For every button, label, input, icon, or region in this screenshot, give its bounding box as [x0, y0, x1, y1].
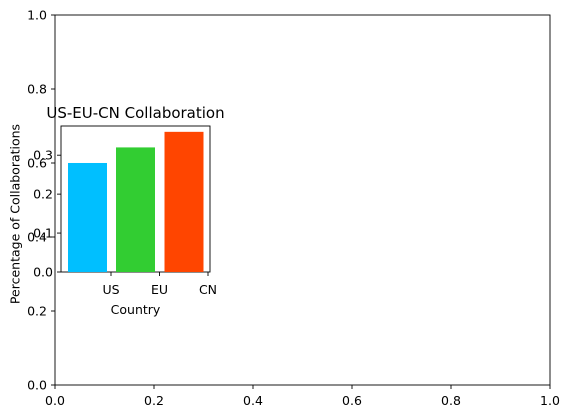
main-x-tick-label: 0.8	[441, 393, 461, 408]
inset-y-ticks: 0.0 0.1 0.2 0.3	[33, 148, 61, 280]
inset-x-axis-label: Country	[111, 302, 161, 317]
main-y-tick-label: 0.6	[27, 156, 47, 171]
main-y-tick-label: 0.4	[27, 230, 47, 245]
inset-x-ticks: US EU CN	[102, 272, 217, 297]
inset-axes: 0.0 0.1 0.2 0.3 US EU CN US-EU-CN Collaborati…	[8, 104, 225, 317]
inset-x-tick-label: EU	[151, 282, 168, 297]
inset-x-tick-label: US	[102, 282, 119, 297]
inset-title: US-EU-CN Collaboration	[46, 104, 224, 122]
bar-cn	[164, 131, 204, 272]
main-y-ticks: 0.0 0.2 0.4 0.6 0.8 1.0	[27, 8, 55, 393]
inset-y-tick-label: 0.3	[33, 148, 53, 163]
inset-y-tick-label: 0.1	[33, 226, 53, 241]
inset-y-tick-label: 0.0	[33, 265, 53, 280]
main-y-tick-label: 0.0	[27, 378, 47, 393]
inset-x-tick-label: CN	[199, 282, 217, 297]
main-y-tick-label: 0.8	[27, 82, 47, 97]
main-x-tick-label: 0.0	[45, 393, 65, 408]
inset-bars	[68, 131, 204, 272]
main-x-tick-label: 0.2	[144, 393, 164, 408]
main-x-ticks: 0.0 0.2 0.4 0.6 0.8 1.0	[45, 385, 560, 408]
main-y-tick-label: 0.2	[27, 304, 47, 319]
bar-eu	[116, 147, 155, 272]
main-x-tick-label: 0.6	[342, 393, 362, 408]
main-plot-frame	[54, 14, 551, 386]
main-y-tick-label: 1.0	[27, 8, 47, 23]
bar-us	[68, 162, 107, 272]
inset-y-tick-label: 0.2	[33, 187, 53, 202]
inset-y-axis-label: Percentage of Collaborations	[8, 124, 23, 304]
main-x-tick-label: 1.0	[540, 393, 560, 408]
main-x-tick-label: 0.4	[243, 393, 263, 408]
main-axes: 0.0 0.2 0.4 0.6 0.8 1.0 0.0 0.2 0.4 0.6 0.8 1.0	[27, 8, 560, 409]
